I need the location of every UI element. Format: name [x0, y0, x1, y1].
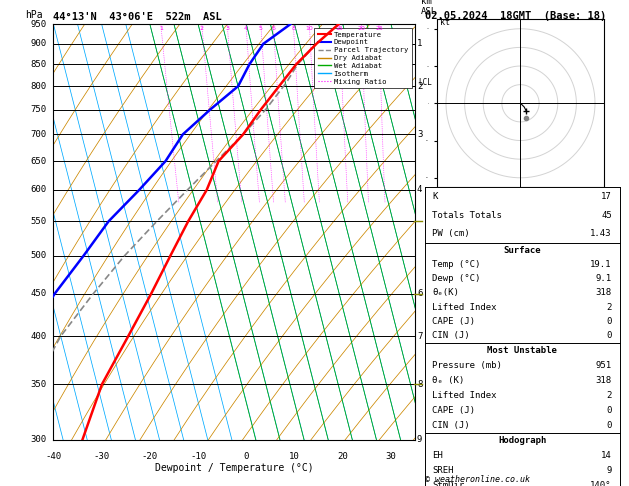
Text: 44°13'N  43°06'E  522m  ASL: 44°13'N 43°06'E 522m ASL: [53, 12, 222, 22]
Text: 4: 4: [417, 186, 422, 194]
Text: Dewpoint / Temperature (°C): Dewpoint / Temperature (°C): [155, 463, 314, 473]
Text: 6: 6: [417, 289, 422, 298]
Text: © weatheronline.co.uk: © weatheronline.co.uk: [425, 474, 530, 484]
Text: -40: -40: [45, 452, 62, 461]
Text: 2: 2: [606, 303, 612, 312]
Text: Surface: Surface: [503, 245, 541, 255]
Text: 2: 2: [200, 26, 204, 32]
Text: -20: -20: [142, 452, 158, 461]
Text: SREH: SREH: [432, 466, 454, 475]
Text: 10: 10: [306, 26, 313, 32]
Text: 45: 45: [601, 210, 612, 220]
Text: 300: 300: [30, 435, 47, 444]
Text: 950: 950: [30, 20, 47, 29]
Text: 650: 650: [30, 156, 47, 166]
Text: 700: 700: [30, 130, 47, 139]
Text: 20: 20: [337, 452, 348, 461]
Text: 550: 550: [30, 217, 47, 226]
Text: 25: 25: [375, 26, 383, 32]
Text: Most Unstable: Most Unstable: [487, 346, 557, 355]
Text: -10: -10: [190, 452, 206, 461]
Text: 900: 900: [30, 39, 47, 48]
Text: 2: 2: [417, 82, 422, 91]
Text: 30: 30: [386, 452, 396, 461]
Text: 500: 500: [30, 251, 47, 260]
Text: -30: -30: [94, 452, 109, 461]
Text: 850: 850: [30, 60, 47, 69]
Text: 318: 318: [596, 376, 612, 384]
Text: 0: 0: [606, 420, 612, 430]
Text: 0: 0: [606, 405, 612, 415]
Text: 19.1: 19.1: [590, 260, 612, 269]
Text: Temp (°C): Temp (°C): [432, 260, 481, 269]
Text: 3: 3: [417, 130, 422, 139]
Text: Pressure (mb): Pressure (mb): [432, 361, 502, 370]
Text: CAPE (J): CAPE (J): [432, 405, 476, 415]
Text: 2: 2: [606, 391, 612, 399]
Text: 350: 350: [30, 380, 47, 389]
Text: 9: 9: [417, 435, 422, 444]
Text: EH: EH: [432, 451, 443, 460]
Text: 3: 3: [225, 26, 229, 32]
Text: 0: 0: [243, 452, 249, 461]
Text: Totals Totals: Totals Totals: [432, 210, 502, 220]
Text: kt: kt: [440, 18, 450, 27]
Text: θₑ(K): θₑ(K): [432, 288, 459, 297]
Text: 750: 750: [30, 105, 47, 114]
Text: 6: 6: [271, 26, 275, 32]
Text: 5: 5: [259, 26, 263, 32]
Text: Hodograph: Hodograph: [498, 435, 546, 445]
Text: 8: 8: [417, 380, 422, 389]
Text: 9.1: 9.1: [596, 274, 612, 283]
Text: 10: 10: [289, 452, 300, 461]
Text: 4: 4: [244, 26, 248, 32]
Text: Dewp (°C): Dewp (°C): [432, 274, 481, 283]
Text: 140°: 140°: [590, 481, 612, 486]
Text: K: K: [432, 192, 438, 201]
Text: Mixing Ratio (g/kg): Mixing Ratio (g/kg): [430, 188, 440, 276]
Legend: Temperature, Dewpoint, Parcel Trajectory, Dry Adiabat, Wet Adiabat, Isotherm, Mi: Temperature, Dewpoint, Parcel Trajectory…: [314, 28, 411, 88]
Text: hPa: hPa: [25, 10, 42, 20]
Text: 450: 450: [30, 289, 47, 298]
Text: PW (cm): PW (cm): [432, 229, 470, 238]
Text: CIN (J): CIN (J): [432, 331, 470, 340]
Text: 1: 1: [159, 26, 163, 32]
Text: 0: 0: [606, 331, 612, 340]
Text: 02.05.2024  18GMT  (Base: 18): 02.05.2024 18GMT (Base: 18): [425, 11, 606, 21]
Text: CIN (J): CIN (J): [432, 420, 470, 430]
Text: CAPE (J): CAPE (J): [432, 317, 476, 326]
Text: 318: 318: [596, 288, 612, 297]
Text: 20: 20: [357, 26, 365, 32]
Text: 8: 8: [291, 26, 295, 32]
Text: 9: 9: [606, 466, 612, 475]
Text: 800: 800: [30, 82, 47, 91]
Text: 7: 7: [417, 331, 422, 341]
Text: 951: 951: [596, 361, 612, 370]
Text: Lifted Index: Lifted Index: [432, 303, 497, 312]
Text: 600: 600: [30, 186, 47, 194]
Text: 17: 17: [601, 192, 612, 201]
Text: StmDir: StmDir: [432, 481, 465, 486]
Text: LCL: LCL: [418, 78, 432, 87]
Text: km
ASL: km ASL: [421, 0, 437, 16]
Text: Lifted Index: Lifted Index: [432, 391, 497, 399]
Text: 15: 15: [335, 26, 343, 32]
Text: 0: 0: [606, 317, 612, 326]
Text: 1: 1: [417, 39, 422, 48]
Text: 1.43: 1.43: [590, 229, 612, 238]
Text: 14: 14: [601, 451, 612, 460]
Text: 400: 400: [30, 331, 47, 341]
Text: θₑ (K): θₑ (K): [432, 376, 465, 384]
